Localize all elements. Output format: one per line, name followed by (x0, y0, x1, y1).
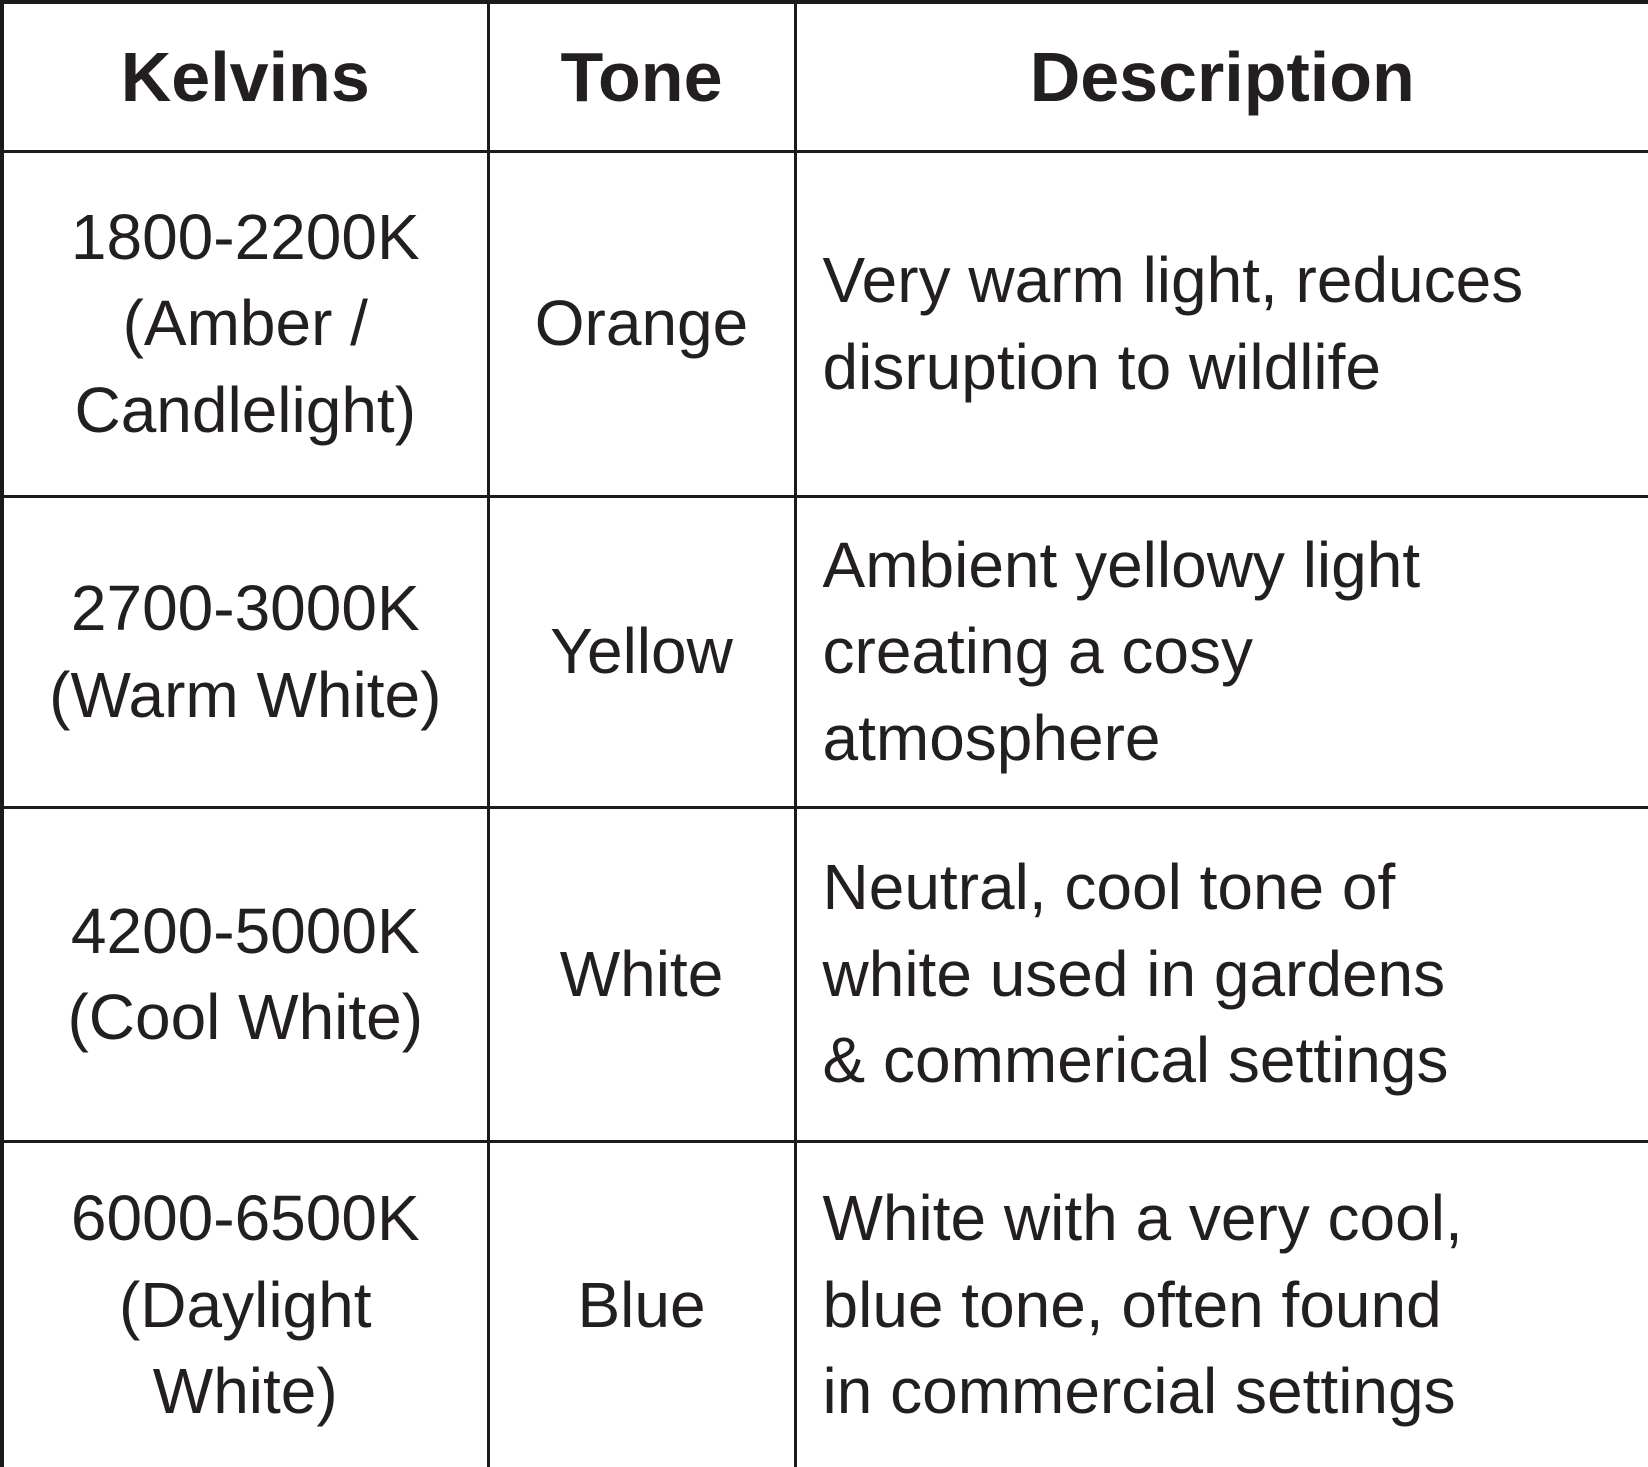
column-header-description: Description (793, 0, 1648, 153)
table-row-cool-white: 4200-5000K (Cool White) White Neutral, c… (0, 805, 1648, 1143)
description-value: Very warm light, reduces disruption to w… (793, 149, 1648, 498)
table-row-amber-candlelight: 1800-2200K (Amber / Candlelight) Orange … (0, 149, 1648, 498)
tone-value: White (486, 805, 797, 1143)
description-value: Ambient yellowy light creating a cosy at… (793, 494, 1648, 809)
kelvins-value: 2700-3000K (Warm White) (0, 494, 490, 809)
column-header-tone: Tone (486, 0, 797, 153)
tone-value: Blue (486, 1139, 797, 1467)
tone-value: Yellow (486, 494, 797, 809)
column-header-kelvins: Kelvins (0, 0, 490, 153)
kelvins-value: 6000-6500K (Daylight White) (0, 1139, 490, 1467)
kelvins-value: 1800-2200K (Amber / Candlelight) (0, 149, 490, 498)
kelvins-value: 4200-5000K (Cool White) (0, 805, 490, 1143)
table-row-warm-white: 2700-3000K (Warm White) Yellow Ambient y… (0, 494, 1648, 809)
table-header-row: Kelvins Tone Description (0, 0, 1648, 153)
description-value: Neutral, cool tone of white used in gard… (793, 805, 1648, 1143)
table-row-daylight-white: 6000-6500K (Daylight White) Blue White w… (0, 1139, 1648, 1467)
description-value: White with a very cool, blue tone, often… (793, 1139, 1648, 1467)
tone-value: Orange (486, 149, 797, 498)
